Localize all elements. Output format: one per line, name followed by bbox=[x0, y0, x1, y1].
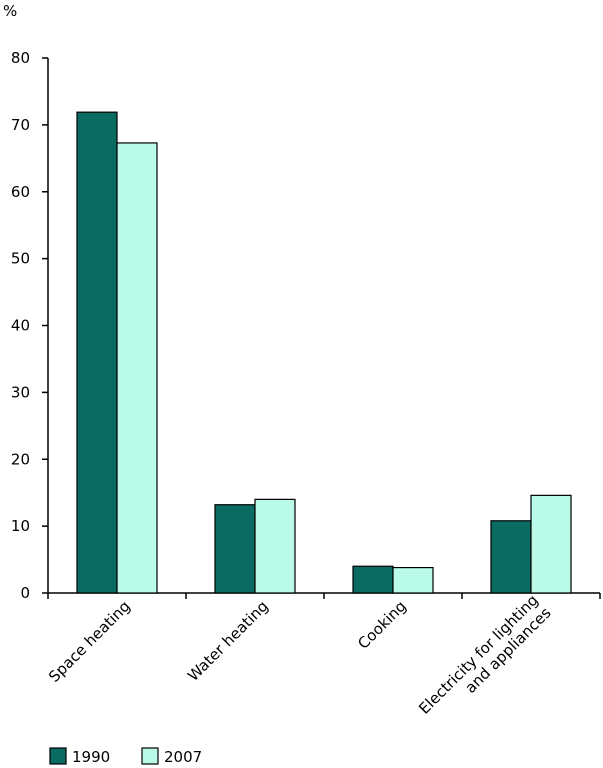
y-tick-label: 0 bbox=[20, 584, 30, 602]
y-tick-label: 50 bbox=[11, 250, 30, 268]
y-tick-label: 60 bbox=[11, 183, 30, 201]
category-label: Cooking bbox=[354, 597, 410, 653]
category-label: Water heating bbox=[184, 597, 272, 685]
legend-swatch-2007 bbox=[141, 747, 159, 765]
bar-1990 bbox=[214, 504, 256, 594]
legend-label: 1990 bbox=[72, 748, 110, 766]
category-label: Electricity for lightingand appliances bbox=[415, 591, 555, 731]
legend-label: 2007 bbox=[164, 748, 202, 766]
bar-1990 bbox=[490, 520, 532, 594]
y-tick-label: 40 bbox=[11, 317, 30, 335]
y-tick-label: 80 bbox=[11, 49, 30, 67]
bars bbox=[76, 111, 572, 594]
y-axis-unit-label: % bbox=[3, 2, 17, 20]
bar-2007 bbox=[530, 494, 572, 594]
bar-2007 bbox=[116, 142, 158, 594]
bar-2007 bbox=[392, 566, 434, 594]
bar-2007 bbox=[254, 498, 296, 594]
bar-1990 bbox=[76, 111, 118, 594]
y-tick-label: 20 bbox=[11, 450, 30, 468]
legend-swatch-1990 bbox=[49, 747, 67, 765]
legend: 1990 2007 bbox=[49, 747, 202, 766]
y-tick-label: 10 bbox=[11, 517, 30, 535]
category-label: Space heating bbox=[45, 597, 134, 686]
y-tick-label: 70 bbox=[11, 116, 30, 134]
x-axis: Space heating Water heating Cooking Electri… bbox=[45, 591, 601, 731]
y-axis: % 0 10 20 30 40 50 60 70 80 bbox=[3, 2, 49, 602]
bar-1990 bbox=[352, 565, 394, 594]
y-tick-label: 30 bbox=[11, 383, 30, 401]
